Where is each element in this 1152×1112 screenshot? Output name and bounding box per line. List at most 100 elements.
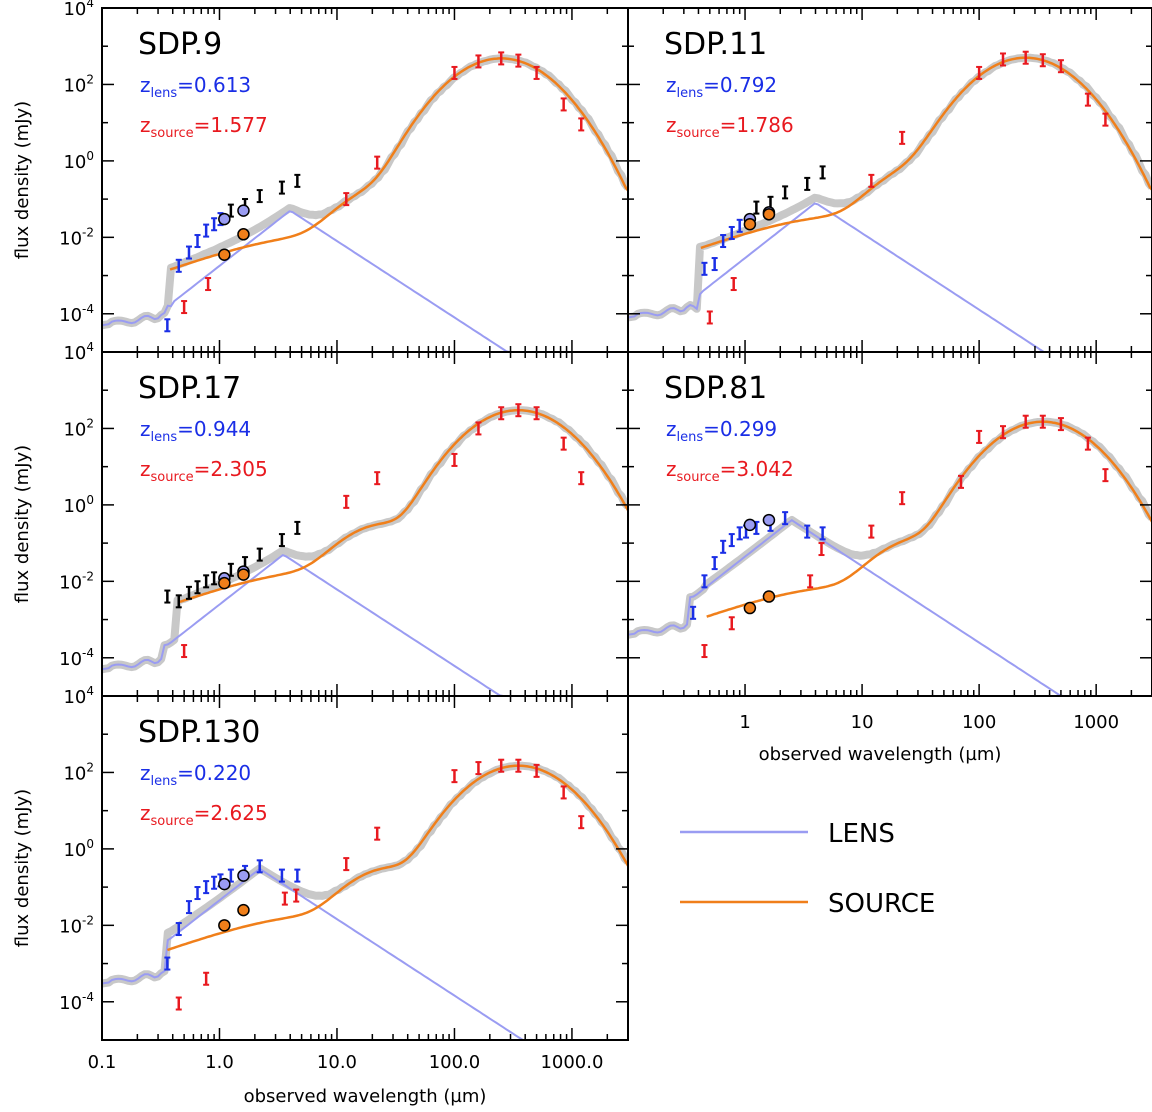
lens-model-line	[628, 518, 1152, 696]
y-tick-label-exp: 4	[86, 340, 94, 354]
y-tick-label-exp: -4	[82, 646, 94, 660]
y-tick-label-base: 10	[63, 0, 86, 20]
y-tick-label-base: 10	[59, 993, 82, 1014]
y-tick-label: 104	[63, 340, 94, 364]
source-model-circle-1	[237, 903, 250, 917]
panel-plot-area	[628, 414, 1152, 696]
lens-model-circle-0	[743, 518, 757, 532]
y-tick-label: 102	[63, 760, 94, 784]
z-lens-value: =0.944	[177, 417, 251, 441]
y-tick-label-base: 10	[63, 840, 86, 861]
y-tick-label: 100	[63, 493, 94, 517]
z-source-value: =1.786	[720, 113, 794, 137]
y-tick-label: 10-4	[59, 990, 94, 1014]
y-tick-label-base: 10	[63, 419, 86, 440]
source-model-circle-0	[218, 919, 231, 932]
y-tick-label: 10-4	[59, 302, 94, 326]
y-tick-label-exp: -2	[82, 913, 94, 927]
z-source-label: zsource=1.786	[666, 113, 794, 141]
y-tick-label-exp: 0	[86, 837, 94, 851]
y-tick-label-exp: 2	[86, 416, 94, 430]
z-lens-label: zlens=0.613	[140, 73, 251, 101]
z-lens-symbol: z	[140, 761, 151, 785]
x-tick-label: 1000	[1073, 712, 1119, 733]
z-lens-label: zlens=0.299	[666, 417, 777, 445]
source-model-line	[167, 764, 628, 952]
y-tick-label-exp: 2	[86, 72, 94, 86]
panel-title: SDP.17	[138, 371, 241, 406]
x-tick-label: 1	[739, 712, 750, 733]
z-lens-subscript: lens	[151, 430, 178, 445]
z-lens-value: =0.613	[177, 73, 251, 97]
x-tick-label: 1000.0	[540, 1052, 603, 1073]
y-tick-label: 102	[63, 416, 94, 440]
z-source-subscript: source	[151, 814, 194, 829]
x-tick-label: 10	[851, 712, 874, 733]
z-lens-symbol: z	[140, 73, 151, 97]
legend-source-label: SOURCE	[828, 889, 935, 919]
source-model-circle-1	[237, 228, 250, 241]
z-lens-subscript: lens	[151, 86, 178, 101]
y-tick-label-exp: 0	[86, 493, 94, 507]
z-source-value: =2.305	[194, 457, 268, 481]
z-lens-value: =0.792	[703, 73, 777, 97]
z-source-symbol: z	[666, 113, 677, 137]
z-source-value: =1.577	[194, 113, 268, 137]
panel-plot-area	[102, 51, 628, 352]
y-axis-label: flux density (mJy)	[12, 445, 33, 603]
source-model-line	[706, 420, 1152, 618]
x-tick-label: 10.0	[317, 1052, 357, 1073]
y-tick-label: 100	[63, 149, 94, 173]
y-tick-label: 10-2	[59, 913, 94, 937]
y-tick-label-exp: -2	[82, 225, 94, 239]
source-model-circle-0	[218, 576, 231, 590]
z-lens-subscript: lens	[677, 86, 704, 101]
y-tick-label-base: 10	[59, 916, 82, 937]
z-source-subscript: source	[677, 470, 720, 485]
z-source-subscript: source	[151, 126, 194, 141]
y-tick-label: 102	[63, 72, 94, 96]
panel-frame	[627, 351, 1152, 697]
y-tick-label-exp: -2	[82, 569, 94, 583]
lens-model-circle-1	[237, 204, 250, 217]
z-lens-symbol: z	[666, 73, 677, 97]
x-tick-label: 100	[962, 712, 996, 733]
y-tick-label-base: 10	[63, 152, 86, 173]
source-model-line	[700, 56, 1152, 250]
y-tick-label-exp: 4	[86, 684, 94, 698]
z-lens-value: =0.220	[177, 761, 251, 785]
y-tick-label-base: 10	[59, 228, 82, 249]
y-tick-label-base: 10	[63, 343, 86, 364]
panel-plot-area	[628, 50, 1152, 352]
z-source-symbol: z	[666, 457, 677, 481]
source-model-circle-0	[743, 217, 757, 231]
y-tick-label-exp: 2	[86, 760, 94, 774]
panel-sdp-130: SDP.130zlens=0.220zsource=2.625104102100…	[12, 684, 629, 1041]
z-lens-subscript: lens	[151, 774, 178, 789]
z-source-label: zsource=3.042	[666, 457, 794, 485]
y-axis-label: flux density (mJy)	[12, 789, 33, 947]
z-source-value: =2.625	[194, 801, 268, 825]
y-tick-label: 100	[63, 837, 94, 861]
source-model-circle-1	[762, 208, 776, 221]
panel-plot-area	[102, 403, 628, 696]
y-tick-label-exp: -4	[82, 302, 94, 316]
x-tick-label: 0.1	[88, 1052, 117, 1073]
y-tick-label-base: 10	[63, 75, 86, 96]
y-tick-label: 10-4	[59, 646, 94, 670]
z-lens-symbol: z	[666, 417, 677, 441]
z-lens-label: zlens=0.792	[666, 73, 777, 101]
y-axis-label: flux density (mJy)	[12, 101, 33, 259]
z-lens-symbol: z	[140, 417, 151, 441]
panel-title: SDP.9	[138, 27, 222, 62]
lens-model-circle-0	[218, 877, 231, 891]
y-tick-label-base: 10	[63, 763, 86, 784]
x-tick-label: 1.0	[205, 1052, 234, 1073]
source-model-circle-1	[237, 568, 250, 581]
y-tick-label-exp: 4	[86, 0, 94, 10]
lens-model-line	[102, 553, 628, 696]
lens-model-line	[628, 202, 1152, 352]
